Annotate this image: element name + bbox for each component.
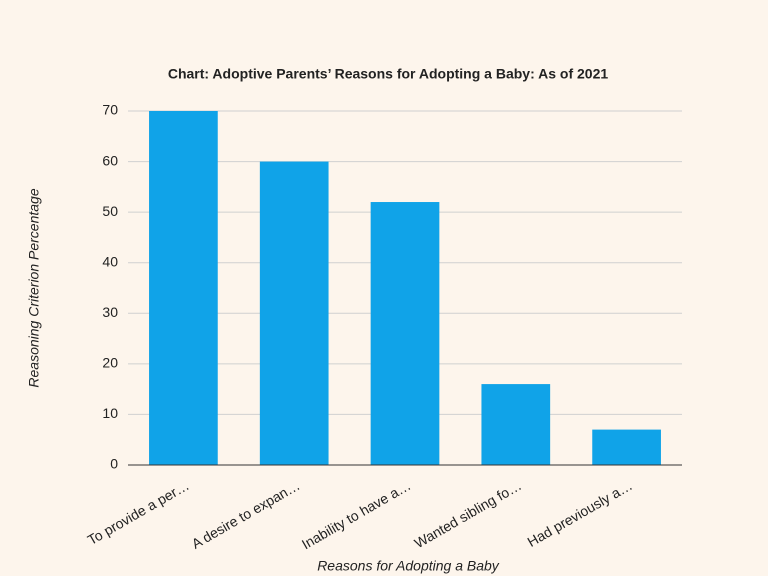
bar (481, 384, 551, 465)
y-axis-label: Reasoning Criterion Percentage (26, 188, 42, 387)
bar (149, 111, 218, 465)
y-tick-label: 0 (110, 456, 118, 472)
y-tick-label: 20 (102, 355, 118, 371)
chart-title: Chart: Adoptive Parents’ Reasons for Ado… (168, 66, 609, 82)
bar (259, 161, 329, 466)
bar (370, 202, 440, 465)
y-tick-label: 60 (102, 152, 118, 168)
y-tick-label: 10 (102, 405, 118, 421)
y-tick-label: 40 (102, 253, 118, 269)
x-axis-label: Reasons for Adopting a Baby (317, 558, 500, 574)
y-tick-label: 70 (102, 102, 118, 118)
bar (592, 429, 661, 465)
y-tick-label: 50 (102, 203, 118, 219)
y-tick-label: 30 (102, 304, 118, 320)
